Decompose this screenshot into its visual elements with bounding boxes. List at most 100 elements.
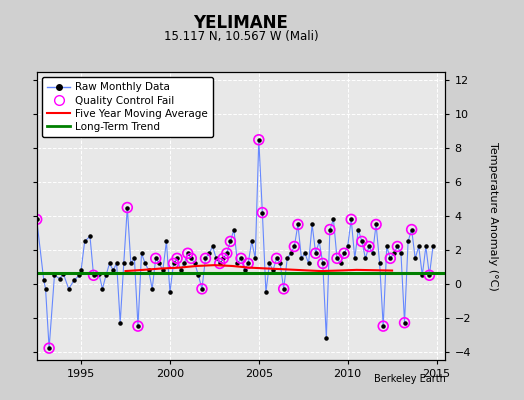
Point — [354, 226, 363, 233]
Point — [358, 238, 366, 245]
Point — [301, 250, 309, 256]
Point — [223, 250, 231, 256]
Point — [141, 260, 149, 267]
Point — [209, 243, 217, 250]
Point — [187, 255, 195, 262]
Point — [326, 226, 334, 233]
Point — [32, 216, 41, 222]
Point — [290, 243, 299, 250]
Point — [86, 233, 94, 240]
Point — [75, 272, 83, 278]
Point — [429, 243, 437, 250]
Point — [279, 286, 288, 292]
Point — [311, 250, 320, 256]
Point — [90, 272, 98, 278]
Point — [379, 323, 387, 329]
Point — [169, 260, 178, 267]
Point — [50, 272, 59, 278]
Point — [223, 250, 231, 256]
Point — [59, 270, 68, 277]
Point — [279, 286, 288, 292]
Point — [105, 260, 114, 267]
Point — [393, 243, 401, 250]
Point — [294, 221, 302, 228]
Point — [102, 272, 110, 278]
Point — [425, 272, 433, 278]
Point — [130, 255, 139, 262]
Point — [297, 255, 305, 262]
Point — [408, 226, 416, 233]
Point — [77, 267, 85, 274]
Point — [45, 345, 53, 351]
Point — [265, 260, 274, 267]
Point — [90, 272, 98, 278]
Point — [379, 323, 387, 329]
Text: Berkeley Earth: Berkeley Earth — [374, 374, 445, 384]
Point — [134, 323, 142, 329]
Point — [290, 243, 299, 250]
Point — [358, 238, 366, 245]
Point — [219, 255, 227, 262]
Point — [255, 136, 263, 143]
Point — [226, 238, 235, 245]
Point — [258, 210, 267, 216]
Point — [241, 267, 249, 274]
Point — [386, 255, 395, 262]
Point — [343, 243, 352, 250]
Point — [351, 255, 359, 262]
Point — [233, 260, 242, 267]
Point — [287, 250, 295, 256]
Point — [109, 267, 117, 274]
Point — [212, 255, 221, 262]
Point — [194, 272, 203, 278]
Point — [64, 286, 73, 292]
Point — [70, 277, 78, 284]
Point — [333, 255, 341, 262]
Point — [183, 250, 192, 256]
Point — [269, 267, 277, 274]
Point — [155, 260, 163, 267]
Point — [237, 255, 245, 262]
Point — [283, 255, 291, 262]
Point — [169, 260, 178, 267]
Point — [191, 260, 199, 267]
Point — [365, 243, 373, 250]
Point — [376, 260, 384, 267]
Point — [187, 255, 195, 262]
Point — [308, 221, 316, 228]
Point — [294, 221, 302, 228]
Point — [226, 238, 235, 245]
Point — [372, 221, 380, 228]
Point — [127, 260, 135, 267]
Point — [180, 260, 188, 267]
Point — [134, 323, 142, 329]
Point — [347, 216, 355, 222]
Point — [145, 267, 153, 274]
Point — [151, 255, 160, 262]
Point — [247, 238, 256, 245]
Point — [322, 335, 331, 341]
Point — [148, 286, 156, 292]
Point — [393, 243, 401, 250]
Point — [166, 289, 174, 296]
Point — [400, 320, 409, 326]
Point — [98, 286, 106, 292]
Point — [159, 267, 167, 274]
Point — [215, 260, 224, 267]
Point — [123, 204, 132, 211]
Point — [404, 238, 412, 245]
Point — [205, 250, 213, 256]
Point — [173, 255, 181, 262]
Point — [173, 255, 181, 262]
Legend: Raw Monthly Data, Quality Control Fail, Five Year Moving Average, Long-Term Tren: Raw Monthly Data, Quality Control Fail, … — [42, 77, 213, 137]
Point — [319, 260, 327, 267]
Point — [81, 238, 89, 245]
Point — [414, 243, 423, 250]
Point — [123, 204, 132, 211]
Point — [326, 226, 334, 233]
Point — [397, 250, 405, 256]
Point — [219, 255, 227, 262]
Point — [183, 250, 192, 256]
Point — [311, 250, 320, 256]
Point — [276, 260, 285, 267]
